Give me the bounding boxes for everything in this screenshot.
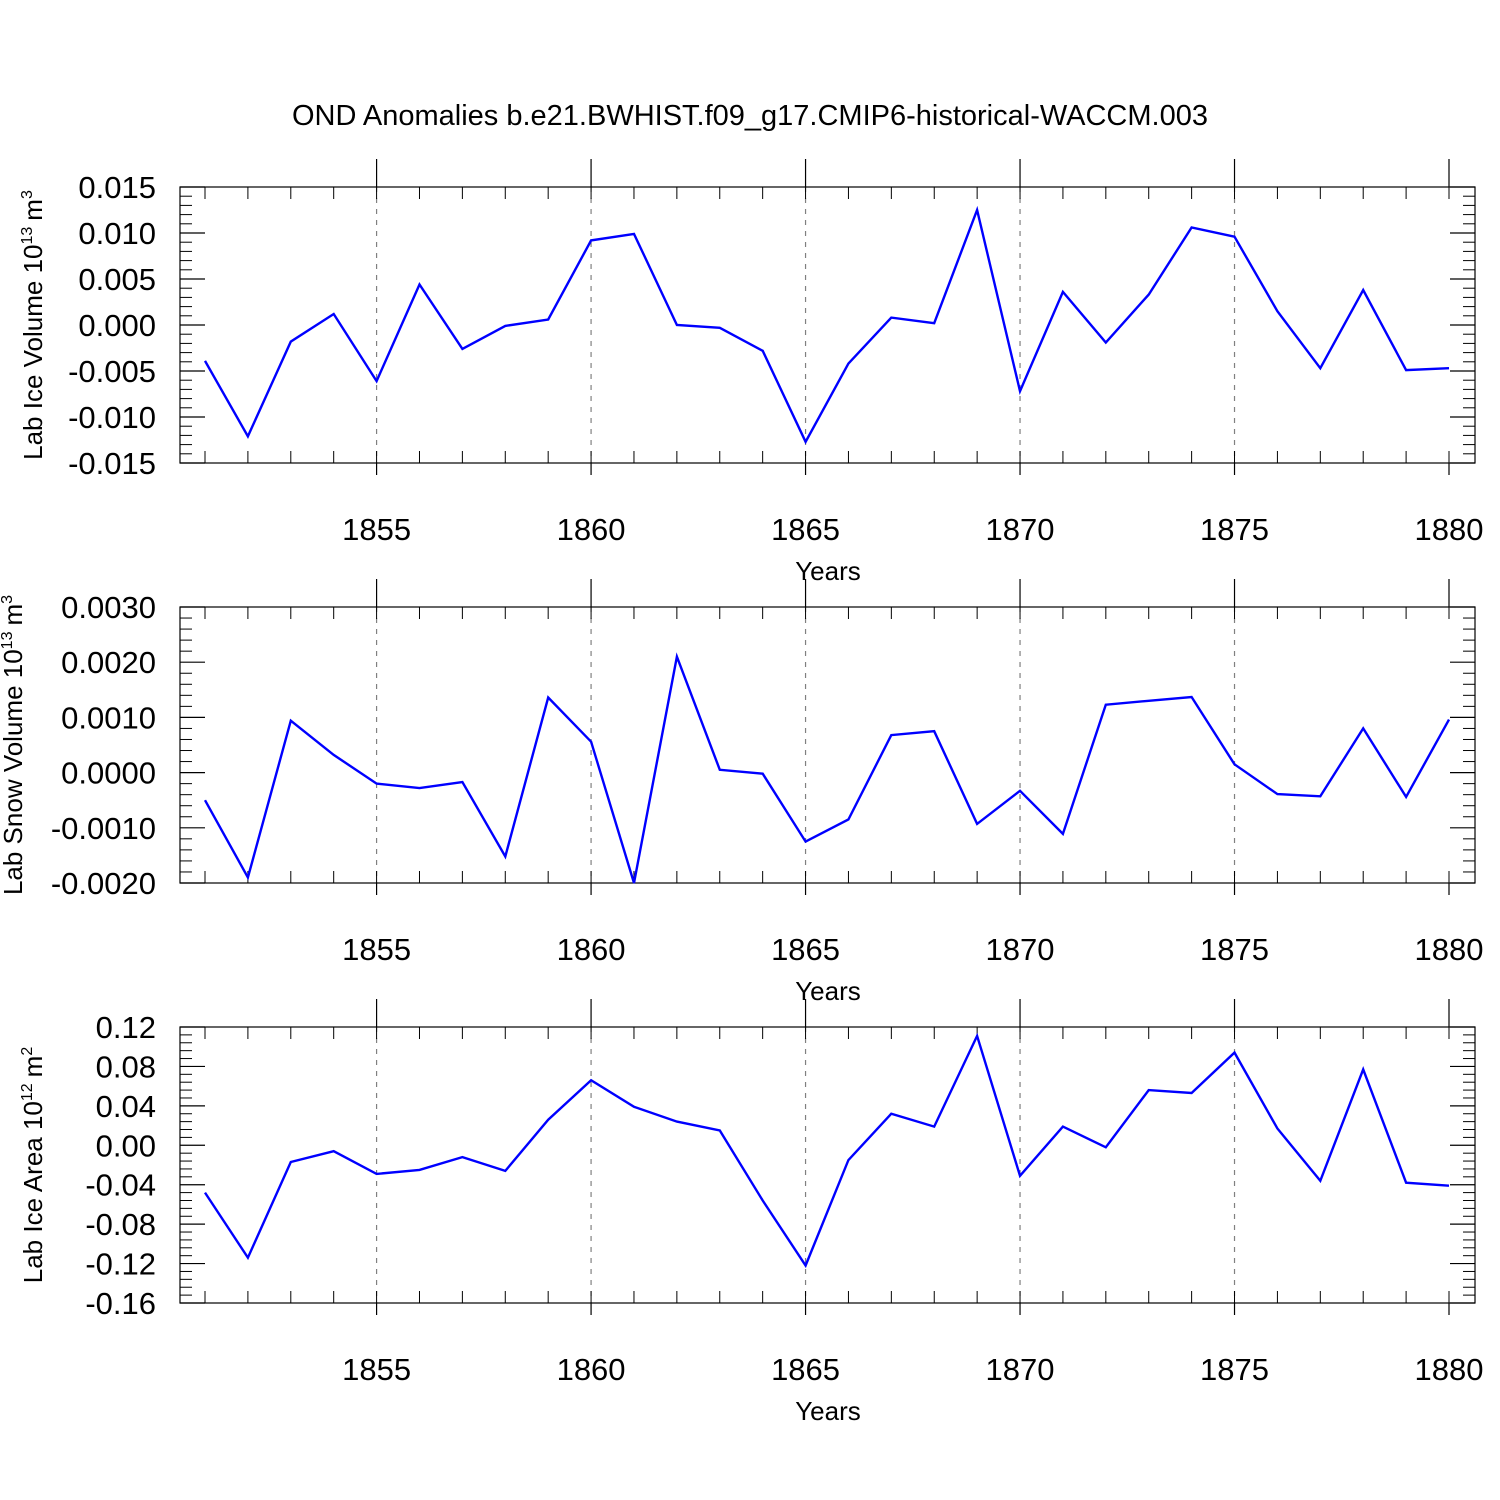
- y-axis-label-main: Lab Ice Area 10: [18, 1101, 48, 1283]
- y-tick-label: 0.0010: [61, 700, 156, 735]
- plot-frame: [179, 186, 1476, 464]
- series-line: [203, 652, 1451, 884]
- x-tick-label: 1855: [342, 932, 411, 967]
- y-axis-label-unit-exponent: 3: [19, 190, 36, 199]
- x-tick-label: 1860: [557, 1352, 626, 1387]
- y-axis-label-exponent: 13: [19, 227, 36, 245]
- y-tick-label: 0.000: [78, 308, 156, 343]
- plot-frame: [179, 1026, 1476, 1304]
- x-tick-label: 1855: [342, 512, 411, 547]
- y-tick-label: 0.005: [78, 262, 156, 297]
- y-tick-label: -0.04: [85, 1168, 156, 1203]
- x-tick-label: 1875: [1200, 512, 1269, 547]
- panel-1: 1855 1860 1865 1870 1875 1880 0.015 0.010 0.005 0…: [18, 159, 1483, 586]
- y-tick-label: 0.0020: [61, 645, 156, 680]
- y-tick-label: -0.0020: [51, 866, 156, 901]
- y-axis-label-unit: m: [18, 1056, 48, 1078]
- x-tick-label: 1865: [771, 932, 840, 967]
- y-tick-label: 0.04: [96, 1089, 156, 1124]
- x-tick-label: 1860: [557, 512, 626, 547]
- x-tick-label: 1860: [557, 932, 626, 967]
- y-tick-label: 0.12: [96, 1010, 156, 1045]
- x-tick-label: 1875: [1200, 1352, 1269, 1387]
- x-tick-label: 1855: [342, 1352, 411, 1387]
- y-axis-label-main: Lab Snow Volume 10: [0, 649, 28, 895]
- series-line: [203, 205, 1450, 445]
- y-axis-label-exponent: 13: [0, 631, 16, 649]
- y-tick-label: -0.08: [85, 1207, 156, 1242]
- y-tick-label: 0.0000: [61, 756, 156, 791]
- x-tick-label: 1880: [1415, 1352, 1484, 1387]
- x-tick-label: 1870: [986, 512, 1055, 547]
- series-line: [203, 1032, 1450, 1269]
- y-axis-label: Lab Ice Volume 1013 m3: [18, 190, 48, 460]
- plot-frame: [179, 606, 1476, 884]
- y-axis-label-main: Lab Ice Volume 10: [18, 244, 48, 459]
- y-axis-label-unit: m: [18, 199, 48, 221]
- y-axis-label-unit-exponent: 3: [0, 595, 16, 604]
- x-tick-label: 1880: [1415, 932, 1484, 967]
- y-tick-label: 0.08: [96, 1049, 156, 1084]
- y-tick-label: -0.0010: [51, 811, 156, 846]
- x-tick-label: 1875: [1200, 932, 1269, 967]
- x-axis-label: Years: [795, 1396, 861, 1426]
- panel-3: 1855 1860 1865 1870 1875 1880 0.12 0.08 0.04 0.00…: [18, 999, 1483, 1426]
- y-tick-label: -0.005: [68, 354, 156, 389]
- y-axis-label: Lab Snow Volume 1013 m3: [0, 595, 28, 895]
- y-tick-label: -0.015: [68, 446, 156, 481]
- x-tick-label: 1865: [771, 512, 840, 547]
- y-tick-label: -0.16: [85, 1286, 156, 1321]
- y-tick-label: 0.015: [78, 170, 156, 205]
- panel-2: 1855 1860 1865 1870 1875 1880 0.0030 0.0020 0.00…: [0, 579, 1483, 1006]
- y-tick-label: 0.010: [78, 216, 156, 251]
- y-axis-label: Lab Ice Area 1012 m2: [18, 1047, 48, 1284]
- chart-title: OND Anomalies b.e21.BWHIST.f09_g17.CMIP6…: [292, 100, 1208, 132]
- x-tick-label: 1865: [771, 1352, 840, 1387]
- y-tick-label: -0.12: [85, 1247, 156, 1282]
- x-tick-label: 1870: [986, 932, 1055, 967]
- y-axis-label-unit-exponent: 2: [19, 1047, 36, 1056]
- x-tick-label: 1880: [1415, 512, 1484, 547]
- x-tick-label: 1870: [986, 1352, 1055, 1387]
- panels: 1855 1860 1865 1870 1875 1880 0.015 0.010 0.005 0…: [0, 159, 1483, 1426]
- y-tick-label: 0.0030: [61, 590, 156, 625]
- y-axis-label-unit: m: [0, 604, 28, 626]
- y-tick-label: 0.00: [96, 1128, 156, 1163]
- y-axis-label-exponent: 12: [19, 1083, 36, 1101]
- y-tick-label: -0.010: [68, 400, 156, 435]
